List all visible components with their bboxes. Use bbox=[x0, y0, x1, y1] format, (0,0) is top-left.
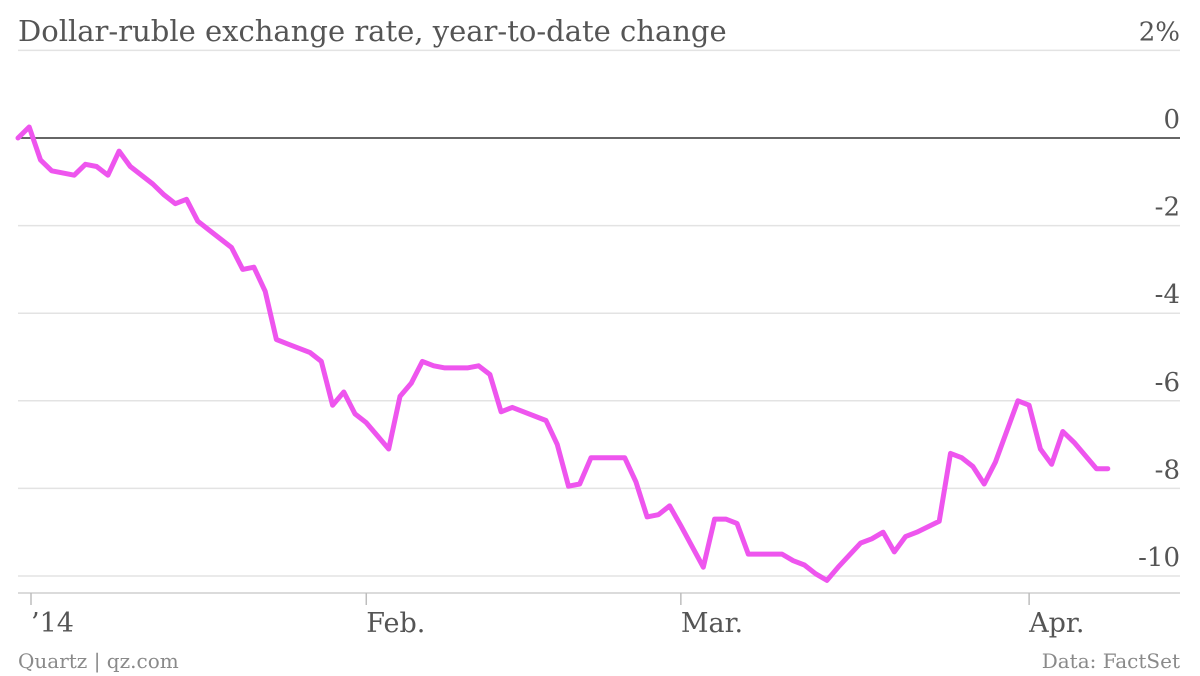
y-axis: 2% 0 -2 -4 -6 -8 -10 bbox=[1138, 17, 1180, 573]
footer-source-left: Quartz | qz.com bbox=[18, 649, 179, 674]
x-tick-label: Mar. bbox=[681, 608, 743, 639]
y-tick-label: -4 bbox=[1155, 280, 1180, 310]
x-axis: ’14 Feb. Mar. Apr. bbox=[18, 592, 1180, 639]
chart-title: Dollar-ruble exchange rate, year-to-date… bbox=[18, 14, 727, 48]
grid-lines bbox=[18, 49, 1180, 577]
y-tick-label: 0 bbox=[1163, 105, 1180, 135]
plot-area bbox=[15, 124, 1111, 583]
y-tick-label: -6 bbox=[1155, 368, 1180, 398]
footer-source-right: Data: FactSet bbox=[1042, 649, 1180, 673]
x-tick-label: Feb. bbox=[366, 608, 425, 639]
x-tick-label: ’14 bbox=[31, 608, 74, 639]
x-tick-label: Apr. bbox=[1028, 608, 1084, 639]
y-tick-label: 2% bbox=[1139, 17, 1180, 47]
series-line bbox=[15, 124, 1111, 583]
y-tick-label: -2 bbox=[1155, 193, 1180, 223]
y-tick-label: -8 bbox=[1155, 455, 1180, 485]
y-tick-label: -10 bbox=[1138, 543, 1180, 573]
